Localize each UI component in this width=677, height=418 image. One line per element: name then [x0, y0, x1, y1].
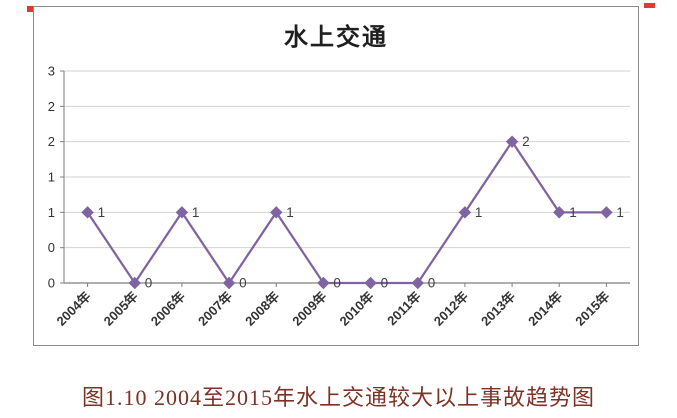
- red-scan-artifact-top-right: [644, 3, 655, 8]
- chart-frame: 水上交通 0 0 1 1 2 2 3 2004年 2005年 2006年 2007年 2008年 200…: [33, 6, 639, 346]
- x-tick-label: 2014年: [525, 289, 565, 329]
- data-label: 1: [192, 205, 200, 220]
- data-label: 1: [98, 205, 106, 220]
- x-tick-label: 2010年: [336, 289, 376, 329]
- data-label: 0: [145, 276, 153, 291]
- data-point-marker: [270, 206, 283, 219]
- data-point-marker: [458, 206, 472, 219]
- x-tick-label: 2013年: [478, 289, 518, 329]
- data-point-marker: [175, 206, 189, 219]
- data-point-marker: [222, 276, 236, 290]
- data-point-marker: [128, 276, 141, 290]
- data-label: 0: [428, 276, 436, 291]
- x-tick-label: 2005年: [101, 289, 141, 329]
- y-tick-label: 0: [48, 276, 55, 291]
- y-tick-label: 3: [48, 64, 55, 79]
- data-label: 2: [522, 134, 530, 149]
- y-tick-label: 1: [48, 205, 55, 220]
- data-label: 1: [616, 205, 624, 220]
- data-label: 1: [475, 205, 483, 220]
- data-point-marker: [364, 276, 377, 290]
- chart-title: 水上交通: [284, 24, 388, 51]
- data-point-marker: [553, 206, 566, 219]
- data-label: 0: [381, 276, 389, 291]
- data-point-marker: [600, 206, 613, 219]
- x-tick-label: 2007年: [195, 289, 235, 329]
- data-label: 0: [239, 276, 247, 291]
- data-point-marker: [505, 135, 519, 148]
- x-tick-label: 2009年: [289, 289, 329, 329]
- y-tick-label: 2: [48, 134, 55, 149]
- data-label: 0: [333, 276, 341, 291]
- data-point-marker: [317, 276, 330, 290]
- series-line: [86, 140, 607, 285]
- x-tick-label: 2008年: [242, 289, 282, 329]
- figure-caption: 图1.10 2004至2015年水上交通较大以上事故趋势图: [81, 385, 595, 410]
- data-point-marker: [411, 276, 424, 290]
- red-scan-artifact-top-left: [27, 6, 36, 12]
- x-tick-label: 2012年: [431, 289, 471, 329]
- x-tick-label: 2011年: [384, 289, 424, 329]
- data-label: 1: [286, 205, 294, 220]
- y-tick-label: 1: [48, 170, 55, 185]
- x-tick-label: 2006年: [148, 289, 188, 329]
- data-point-marker: [81, 206, 94, 219]
- y-tick-label: 0: [48, 240, 55, 255]
- data-label: 1: [569, 205, 577, 220]
- x-tick-label: 2015年: [572, 289, 612, 329]
- x-tick-label: 2004年: [53, 289, 93, 329]
- y-tick-label: 2: [48, 99, 55, 114]
